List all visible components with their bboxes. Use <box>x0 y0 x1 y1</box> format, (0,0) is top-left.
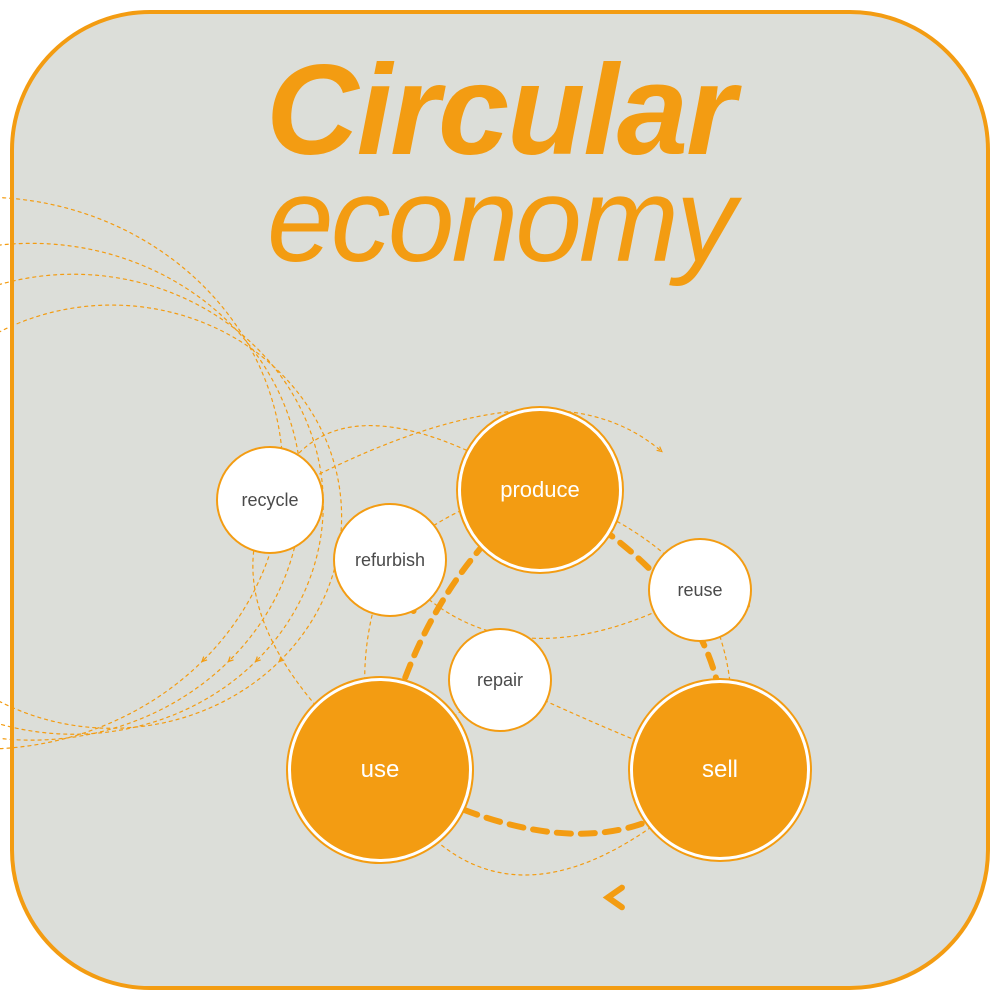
node-use: use <box>288 678 472 862</box>
node-produce: produce <box>458 408 622 572</box>
node-label: use <box>361 756 400 784</box>
node-label: reuse <box>677 580 722 601</box>
node-refurbish: refurbish <box>335 505 445 615</box>
node-label: produce <box>500 477 580 503</box>
node-label: recycle <box>241 490 298 511</box>
node-reuse: reuse <box>650 540 750 640</box>
node-sell: sell <box>630 680 810 860</box>
node-label: repair <box>477 670 523 691</box>
node-repair: repair <box>450 630 550 730</box>
node-recycle: recycle <box>218 448 322 552</box>
node-label: sell <box>702 756 738 784</box>
node-label: refurbish <box>355 550 425 571</box>
